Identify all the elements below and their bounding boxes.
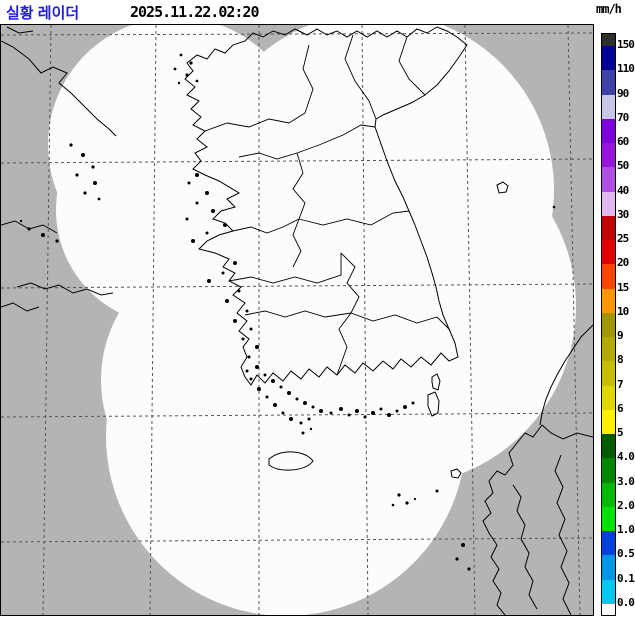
page-title: 실황 레이더 — [6, 5, 80, 22]
legend-label: 8 — [617, 353, 624, 367]
legend-label: 0.5 — [617, 547, 635, 561]
japan-coastline — [450, 324, 593, 615]
legend-segment — [602, 434, 615, 459]
legend-label: 5 — [617, 426, 624, 440]
legend-segment — [602, 555, 615, 580]
precipitation-legend-bar — [601, 33, 616, 616]
legend-segment — [602, 458, 615, 483]
legend-label: 50 — [617, 159, 629, 173]
radar-map — [0, 24, 594, 616]
legend-segment — [602, 143, 615, 168]
legend-label: 15 — [617, 280, 629, 294]
legend-label: 6 — [617, 401, 624, 415]
legend-label: 20 — [617, 256, 629, 270]
legend-label: 9 — [617, 329, 624, 343]
observation-timestamp: 2025.11.22.02:20 — [130, 3, 259, 21]
legend-label: 150 — [617, 38, 635, 51]
radar-coverage-area — [48, 25, 576, 615]
legend-label: 90 — [617, 86, 629, 100]
legend-segment — [602, 118, 615, 143]
legend-segment — [602, 312, 615, 337]
legend-label: 3.0 — [617, 474, 635, 488]
japan-islands — [391, 489, 471, 571]
legend-segment — [602, 191, 615, 216]
legend-segment — [602, 288, 615, 313]
legend-segment — [602, 506, 615, 531]
legend-segment — [602, 264, 615, 289]
legend-label: 1.0 — [617, 523, 635, 537]
legend-segment — [602, 385, 615, 410]
islands — [173, 53, 415, 435]
coastlines — [1, 26, 593, 615]
korea-coastline — [184, 26, 468, 386]
legend-segment — [602, 337, 615, 362]
legend-label: 2.0 — [617, 498, 635, 512]
tsushima-island — [427, 373, 441, 417]
legend-segment — [602, 167, 615, 192]
ulleungdo-island — [496, 181, 509, 194]
legend-segment — [602, 34, 615, 46]
legend-segment — [602, 482, 615, 507]
legend-segment — [602, 215, 615, 240]
legend-segment — [602, 603, 615, 615]
legend-label: 0.1 — [617, 571, 635, 585]
legend-label: 60 — [617, 135, 629, 149]
legend-segment — [602, 531, 615, 556]
dokdo-island — [552, 205, 556, 209]
legend-segment — [602, 361, 615, 386]
legend-label: 25 — [617, 232, 629, 246]
legend-label: 4.0 — [617, 450, 635, 464]
china-islands — [19, 143, 101, 243]
legend-label: 0.0 — [617, 595, 635, 609]
province-borders — [204, 34, 450, 376]
graticule — [1, 25, 593, 615]
legend-label: 40 — [617, 183, 629, 197]
legend-segment — [602, 46, 615, 71]
legend-label: 110 — [617, 62, 635, 76]
legend-unit-label: mm/h — [596, 2, 622, 16]
legend-segment — [602, 240, 615, 265]
legend-label: 10 — [617, 304, 629, 318]
legend-segment — [602, 70, 615, 95]
legend-label: 30 — [617, 207, 629, 221]
jeju-island — [268, 451, 314, 471]
legend-segment — [602, 409, 615, 434]
legend-segment — [602, 579, 615, 604]
legend-label: 70 — [617, 110, 629, 124]
radar-map-canvas — [1, 25, 593, 615]
legend-label: 7 — [617, 377, 624, 391]
legend-segment — [602, 94, 615, 119]
